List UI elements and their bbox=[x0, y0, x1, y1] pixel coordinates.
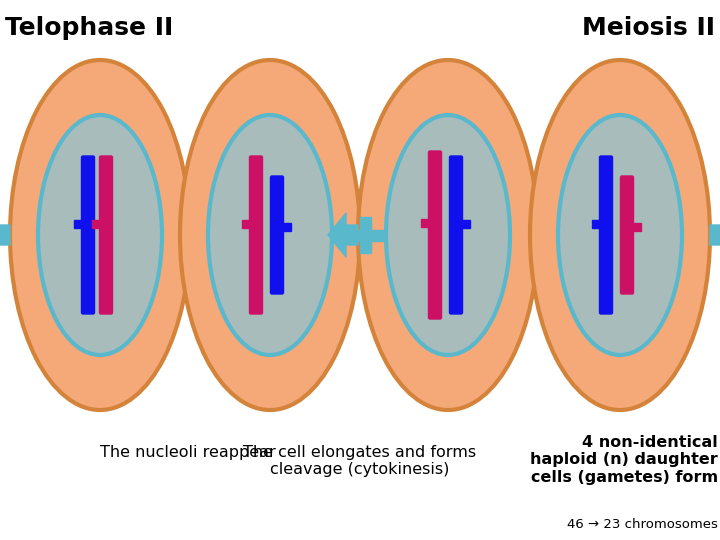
Bar bbox=[92, 220, 100, 228]
Bar bbox=[421, 219, 429, 227]
Bar bbox=[592, 220, 600, 228]
FancyBboxPatch shape bbox=[271, 176, 284, 294]
FancyBboxPatch shape bbox=[621, 176, 634, 294]
Text: Meiosis II: Meiosis II bbox=[582, 16, 715, 40]
FancyBboxPatch shape bbox=[428, 151, 441, 319]
Bar bbox=[462, 220, 470, 228]
FancyBboxPatch shape bbox=[99, 156, 112, 314]
Polygon shape bbox=[710, 213, 720, 257]
Text: 4 non-identical
haploid (n) daughter
cells (gametes) form: 4 non-identical haploid (n) daughter cel… bbox=[530, 435, 718, 485]
Ellipse shape bbox=[558, 115, 682, 355]
Ellipse shape bbox=[530, 60, 710, 410]
Ellipse shape bbox=[386, 115, 510, 355]
Text: 46 → 23 chromosomes: 46 → 23 chromosomes bbox=[567, 518, 718, 531]
Bar bbox=[360, 217, 371, 253]
Bar bbox=[242, 220, 250, 228]
Bar bbox=[74, 220, 82, 228]
Ellipse shape bbox=[10, 60, 190, 410]
Ellipse shape bbox=[358, 60, 538, 410]
Bar bbox=[633, 223, 641, 231]
Ellipse shape bbox=[38, 115, 162, 355]
Ellipse shape bbox=[180, 60, 360, 410]
Ellipse shape bbox=[208, 115, 332, 355]
FancyBboxPatch shape bbox=[449, 156, 462, 314]
FancyBboxPatch shape bbox=[81, 156, 94, 314]
Polygon shape bbox=[0, 213, 10, 257]
FancyBboxPatch shape bbox=[600, 156, 613, 314]
Polygon shape bbox=[328, 213, 358, 257]
Text: The cell elongates and forms
cleavage (cytokinesis): The cell elongates and forms cleavage (c… bbox=[243, 445, 477, 477]
FancyBboxPatch shape bbox=[250, 156, 263, 314]
Bar bbox=[283, 223, 291, 231]
Bar bbox=[347, 230, 383, 241]
Text: Telophase II: Telophase II bbox=[5, 16, 174, 40]
Text: The nucleoli reappear: The nucleoli reappear bbox=[100, 445, 276, 460]
